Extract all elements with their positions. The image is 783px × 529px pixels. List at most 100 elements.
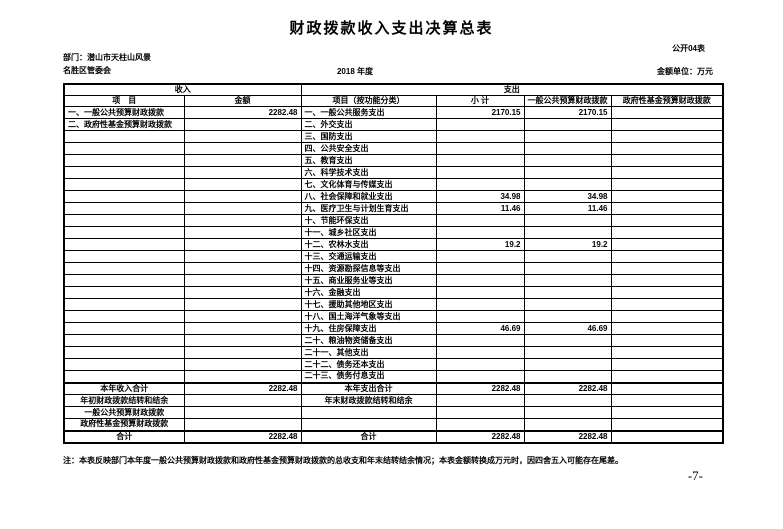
expense-item-cell: 二十一、其他支出 bbox=[300, 346, 437, 359]
gov-fund-cell bbox=[610, 370, 724, 383]
subtotal-cell bbox=[435, 214, 525, 227]
expense-item-cell: 十四、资源勘探信息等支出 bbox=[300, 262, 437, 275]
table-row: 八、社会保障和就业支出 34.98 34.98 bbox=[63, 190, 724, 203]
income-item-cell: 二、政府性基金预算财政拨款 bbox=[63, 118, 185, 131]
income-amount-cell bbox=[183, 358, 302, 371]
table-row: 六、科学技术支出 bbox=[63, 166, 724, 179]
general-budget-cell: 46.69 bbox=[523, 322, 612, 335]
subtotal-cell bbox=[435, 130, 525, 143]
general-budget-cell bbox=[523, 334, 612, 347]
gov-fund-cell bbox=[610, 190, 724, 203]
gov-fund-cell bbox=[610, 322, 724, 335]
income-amount-cell bbox=[183, 250, 302, 263]
income-item-cell bbox=[63, 322, 185, 335]
income-item-cell bbox=[63, 358, 185, 371]
subtotal-cell bbox=[435, 166, 525, 179]
subtotal-cell: 46.69 bbox=[435, 322, 525, 335]
income-amount-cell: 2282.48 bbox=[183, 381, 302, 395]
subtotal-cell: 2282.48 bbox=[435, 429, 525, 443]
income-amount-cell bbox=[183, 238, 302, 251]
subtotal-cell bbox=[435, 418, 525, 431]
expense-item-cell: 七、文化体育与传媒支出 bbox=[300, 178, 437, 191]
expense-item-cell: 一、一般公共服务支出 bbox=[300, 106, 437, 119]
income-amount-cell bbox=[183, 166, 302, 179]
col-header-general-budget: 一般公共预算财政拨款 bbox=[523, 95, 612, 107]
income-item-cell bbox=[63, 274, 185, 287]
subtotal-cell: 19.2 bbox=[435, 238, 525, 251]
expense-item-cell: 本年支出合计 bbox=[300, 381, 437, 395]
expense-item-cell: 十三、交通运输支出 bbox=[300, 250, 437, 263]
col-header-subtotal: 小 计 bbox=[435, 95, 525, 107]
general-budget-cell bbox=[523, 226, 612, 239]
income-amount-cell bbox=[183, 322, 302, 335]
income-item-cell bbox=[63, 202, 185, 215]
gov-fund-cell bbox=[610, 250, 724, 263]
income-item-cell bbox=[63, 370, 185, 383]
income-item-cell: 政府性基金预算财政拨款 bbox=[63, 418, 185, 431]
gov-fund-cell bbox=[610, 406, 724, 419]
subtotal-cell: 11.46 bbox=[435, 202, 525, 215]
expense-item-cell: 二十三、债务付息支出 bbox=[300, 370, 437, 383]
column-header-row: 项 目 金额 项目（按功能分类） 小 计 一般公共预算财政拨款 政府性基金预算财… bbox=[63, 95, 724, 107]
expense-item-cell: 九、医疗卫生与计划生育支出 bbox=[300, 202, 437, 215]
gov-fund-cell bbox=[610, 238, 724, 251]
gov-fund-cell bbox=[610, 130, 724, 143]
income-item-cell: 一般公共预算财政拨款 bbox=[63, 406, 185, 419]
gov-fund-cell bbox=[610, 106, 724, 119]
gov-fund-cell bbox=[610, 418, 724, 431]
gov-fund-cell bbox=[610, 429, 724, 443]
income-amount-cell bbox=[183, 262, 302, 275]
subtotal-cell: 34.98 bbox=[435, 190, 525, 203]
income-item-cell: 一、一般公共预算财政拨款 bbox=[63, 106, 185, 119]
income-amount-cell bbox=[183, 190, 302, 203]
table-row: 二十、粮油物资储备支出 bbox=[63, 334, 724, 347]
footnote: 注：本表反映部门本年度一般公共预算财政拨款和政府性基金预算财政拨款的总收支和年末… bbox=[63, 456, 623, 465]
general-budget-cell bbox=[523, 118, 612, 131]
amount-unit-label: 金额单位：万元 bbox=[657, 67, 713, 76]
page-number: -7- bbox=[687, 468, 703, 483]
income-amount-cell bbox=[183, 298, 302, 311]
table-row: 一、一般公共预算财政拨款 2282.48 一、一般公共服务支出 2170.15 2170… bbox=[63, 106, 724, 119]
income-amount-cell bbox=[183, 154, 302, 167]
expense-item-cell: 六、科学技术支出 bbox=[300, 166, 437, 179]
expense-item-cell bbox=[300, 406, 437, 419]
general-budget-cell: 11.46 bbox=[523, 202, 612, 215]
table-row: 十二、农林水支出 19.2 19.2 bbox=[63, 238, 724, 251]
expense-group-header: 支出 bbox=[300, 83, 724, 96]
general-budget-cell bbox=[523, 130, 612, 143]
expense-item-cell: 三、国防支出 bbox=[300, 130, 437, 143]
general-budget-cell: 2282.48 bbox=[523, 429, 612, 443]
general-budget-cell bbox=[523, 166, 612, 179]
income-item-cell bbox=[63, 154, 185, 167]
general-budget-cell bbox=[523, 370, 612, 383]
expense-item-cell: 十七、援助其他地区支出 bbox=[300, 298, 437, 311]
expense-item-cell: 八、社会保障和就业支出 bbox=[300, 190, 437, 203]
page-title: 财政拨款收入支出决算总表 bbox=[289, 20, 494, 37]
general-budget-cell bbox=[523, 274, 612, 287]
subtotal-cell bbox=[435, 394, 525, 407]
subtotal-cell bbox=[435, 118, 525, 131]
general-budget-cell bbox=[523, 214, 612, 227]
income-item-cell bbox=[63, 190, 185, 203]
gov-fund-cell bbox=[610, 274, 724, 287]
expense-item-cell: 四、公共安全支出 bbox=[300, 142, 437, 155]
general-budget-cell bbox=[523, 406, 612, 419]
income-amount-cell bbox=[183, 130, 302, 143]
table-row: 九、医疗卫生与计划生育支出 11.46 11.46 bbox=[63, 202, 724, 215]
general-budget-cell: 2170.15 bbox=[523, 106, 612, 119]
subtotal-cell bbox=[435, 406, 525, 419]
col-header-income-amount: 金额 bbox=[183, 95, 302, 107]
col-header-expense-item: 项目（按功能分类） bbox=[300, 95, 437, 107]
table-row: 四、公共安全支出 bbox=[63, 142, 724, 155]
expense-item-cell bbox=[300, 418, 437, 431]
general-budget-cell bbox=[523, 298, 612, 311]
gov-fund-cell bbox=[610, 394, 724, 407]
gov-fund-cell bbox=[610, 286, 724, 299]
income-amount-cell bbox=[183, 142, 302, 155]
income-item-cell: 本年收入合计 bbox=[63, 381, 185, 395]
general-budget-cell bbox=[523, 310, 612, 323]
gov-fund-cell bbox=[610, 358, 724, 371]
col-header-income-item: 项 目 bbox=[63, 95, 185, 107]
department-line2: 名胜区管委会 bbox=[63, 66, 111, 75]
